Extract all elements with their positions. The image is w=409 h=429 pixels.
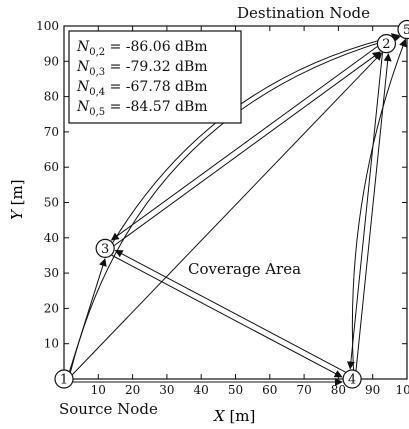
x-axis-label: X [m] [213, 407, 255, 425]
link-3-to-2 [113, 51, 381, 246]
x-tick-label: 60 [262, 383, 277, 397]
link-4-to-5 [351, 38, 407, 371]
y-tick-label: 70 [44, 125, 59, 139]
x-tick-label: 70 [296, 383, 311, 397]
node-3-label: 3 [101, 242, 109, 257]
y-tick-label: 30 [44, 266, 59, 280]
link-4-to-3 [114, 249, 346, 373]
x-tick-label: 80 [331, 383, 346, 397]
node-2-label: 2 [382, 37, 390, 52]
node-2 [376, 34, 397, 54]
link-2-to-3 [110, 46, 378, 241]
x-tick-label: 90 [365, 383, 380, 397]
y-tick-label: 50 [44, 196, 59, 210]
y-tick-label: 60 [44, 160, 59, 174]
legend-row: N0,4 = -67.78 dBm [76, 79, 208, 98]
legend-row: N0,2 = -86.06 dBm [76, 39, 208, 58]
y-tick-label: 20 [44, 301, 59, 315]
legend-frame [68, 30, 242, 124]
x-tick-label: 20 [125, 383, 140, 397]
node-1 [54, 369, 74, 389]
y-tick-label: 100 [36, 19, 59, 33]
legend-row: N0,5 = -84.57 dBm [76, 99, 208, 118]
node-3 [95, 238, 115, 258]
x-tick-label: 30 [159, 383, 174, 397]
link-3-to-4 [111, 254, 343, 378]
y-tick-label: 10 [44, 337, 59, 351]
link-2-to-4 [346, 52, 384, 370]
legend-row: N0,3 = -79.32 dBm [76, 59, 208, 78]
link-1-to-2 [72, 52, 383, 375]
node-1-label: 1 [60, 373, 68, 388]
x-tick-label: 100 [396, 383, 409, 397]
y-axis-label: Y [m] [8, 179, 26, 220]
y-tick-label: 90 [44, 54, 59, 68]
destination-label: Destination Node [237, 4, 370, 22]
link-1-to-5 [69, 34, 401, 373]
node-5 [397, 19, 409, 40]
x-tick-label: 40 [194, 383, 209, 397]
coverage-label: Coverage Area [188, 260, 301, 278]
node-4-label: 4 [348, 373, 356, 388]
y-tick-label: 40 [44, 231, 59, 245]
y-tick-label: 80 [44, 90, 59, 104]
node-5-label: 5 [403, 23, 409, 38]
x-tick-label: 50 [228, 383, 243, 397]
source-label: Source Node [59, 400, 158, 418]
x-tick-label: 10 [91, 383, 106, 397]
node-4 [342, 369, 362, 389]
